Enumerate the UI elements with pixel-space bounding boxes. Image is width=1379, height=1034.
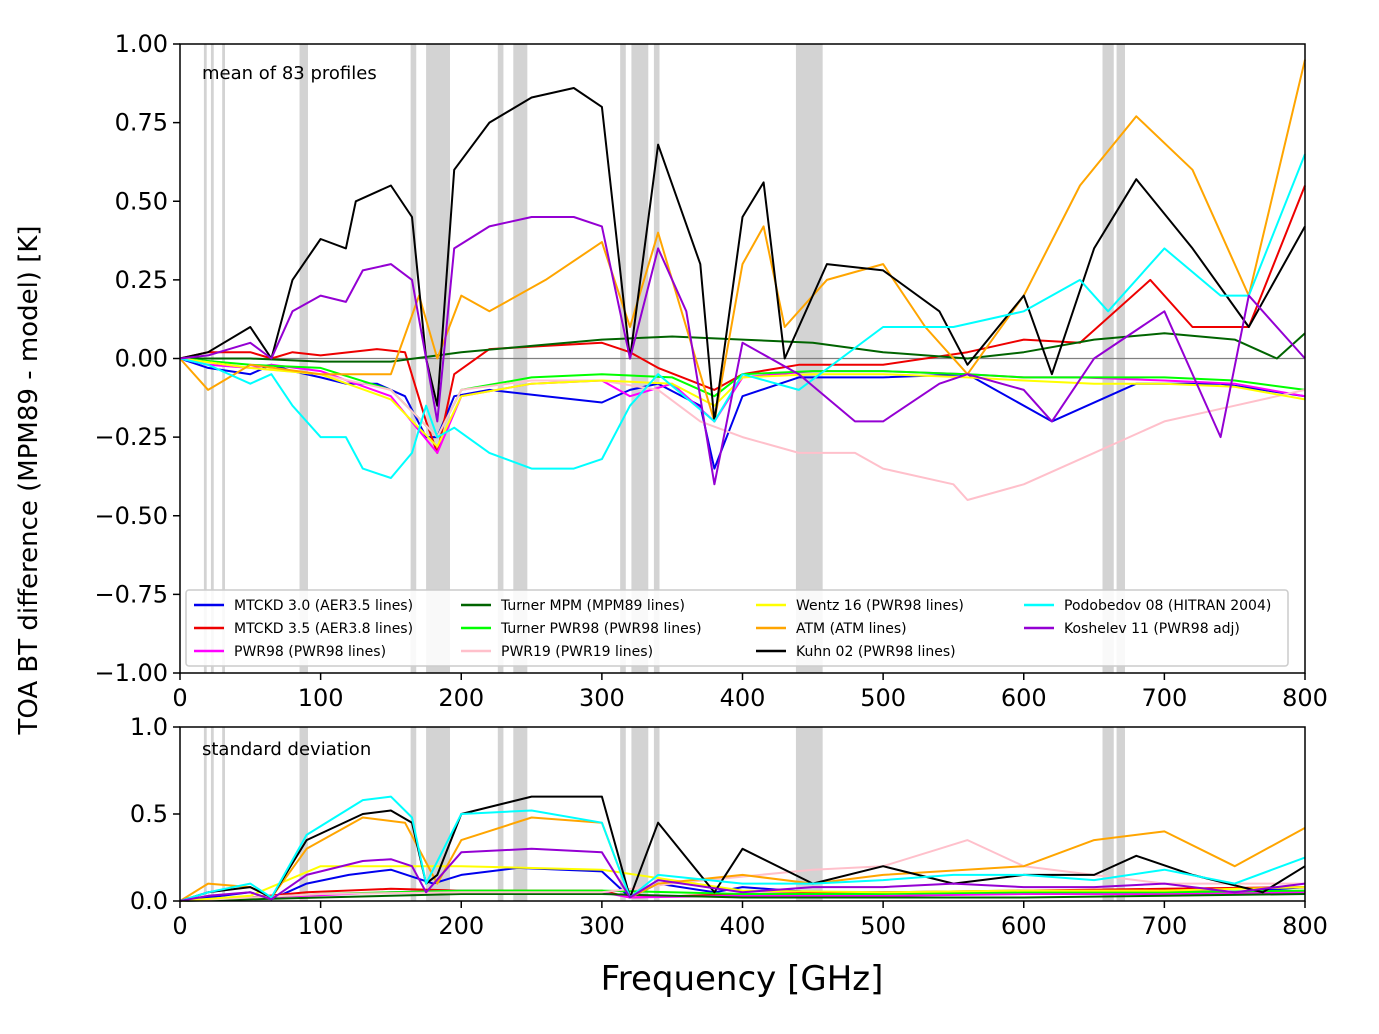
legend-item: Podobedov 08 (HITRAN 2004) — [1024, 598, 1271, 614]
x-axis-label: Frequency [GHz] — [601, 959, 884, 999]
y-tick-label: −0.25 — [94, 423, 168, 451]
x-tick-label: 700 — [1141, 684, 1187, 712]
y-tick-label: 0.25 — [115, 266, 168, 294]
shaded-bands-bottom — [203, 727, 1125, 901]
y-tick-label: −0.50 — [94, 502, 168, 530]
legend: MTCKD 3.0 (AER3.5 lines) MTCKD 3.5 (AER3.… — [185, 589, 1289, 667]
y-tick-label: 0.5 — [130, 800, 168, 828]
series-line-8 — [179, 795, 1306, 902]
panel-annotation-top: mean of 83 profiles — [202, 63, 377, 84]
x-tick-label: 600 — [1001, 912, 1047, 940]
legend-label: Podobedov 08 (HITRAN 2004) — [1064, 598, 1271, 614]
x-tick-label: 700 — [1141, 912, 1187, 940]
x-tick-label: 200 — [438, 912, 484, 940]
x-tick-label: 0 — [172, 912, 187, 940]
legend-label: Koshelev 11 (PWR98 adj) — [1064, 621, 1240, 637]
shaded-band-7 — [513, 727, 528, 901]
panel-annotation-bottom: standard deviation — [202, 739, 371, 760]
shaded-band-10 — [653, 727, 660, 901]
legend-label: MTCKD 3.5 (AER3.8 lines) — [234, 621, 413, 637]
legend-item: MTCKD 3.5 (AER3.8 lines) — [194, 621, 413, 637]
legend-item: PWR19 (PWR19 lines) — [461, 644, 653, 660]
series-line-5 — [179, 357, 1306, 501]
legend-item: PWR98 (PWR98 lines) — [194, 644, 386, 660]
legend-item: Koshelev 11 (PWR98 adj) — [1024, 621, 1240, 637]
shaded-band-1 — [210, 727, 214, 901]
y-tick-label: −0.75 — [94, 580, 168, 608]
x-tick-label: 400 — [720, 912, 766, 940]
y-tick-label: 1.00 — [115, 30, 168, 58]
x-tick-label: 400 — [720, 684, 766, 712]
legend-label: Wentz 16 (PWR98 lines) — [796, 598, 964, 614]
shaded-band-2 — [222, 727, 225, 901]
legend-label: Turner PWR98 (PWR98 lines) — [500, 621, 702, 637]
legend-label: PWR19 (PWR19 lines) — [501, 644, 653, 660]
legend-label: ATM (ATM lines) — [796, 621, 907, 637]
x-tick-label: 100 — [298, 912, 344, 940]
legend-item: MTCKD 3.0 (AER3.5 lines) — [194, 598, 413, 614]
series-line-1 — [179, 185, 1306, 454]
shaded-band-13 — [1116, 727, 1125, 901]
legend-item: Wentz 16 (PWR98 lines) — [756, 598, 964, 614]
y-axis-label: TOA BT difference (MPM89 - model) [K] — [14, 225, 44, 735]
x-tick-label: 500 — [860, 684, 906, 712]
legend-item: Turner MPM (MPM89 lines) — [461, 598, 685, 614]
series-line-10 — [179, 216, 1306, 486]
y-tick-label: −1.00 — [94, 659, 168, 687]
x-tick-label: 600 — [1001, 684, 1047, 712]
x-tick-label: 800 — [1282, 684, 1328, 712]
legend-label: MTCKD 3.0 (AER3.5 lines) — [234, 598, 413, 614]
series-line-9 — [179, 795, 1306, 902]
x-tick-label: 800 — [1282, 912, 1328, 940]
shaded-band-8 — [620, 727, 626, 901]
shaded-band-11 — [795, 727, 823, 901]
ticks-bottom: 0 100 200 300 400 500 600 700 800 1.0 0.5 0.0 — [130, 713, 1328, 940]
x-tick-label: 0 — [172, 684, 187, 712]
series-line-10 — [179, 847, 1306, 902]
series-line-9 — [179, 153, 1306, 479]
legend-label: Kuhn 02 (PWR98 lines) — [796, 644, 956, 660]
legend-item: ATM (ATM lines) — [756, 621, 907, 637]
ticks-top: 0 100 200 300 400 500 600 700 800 1.00 0.75 0.50 0.2… — [94, 30, 1327, 712]
x-tick-label: 300 — [579, 912, 625, 940]
shaded-band-12 — [1102, 727, 1114, 901]
x-tick-label: 100 — [298, 684, 344, 712]
shaded-band-0 — [203, 727, 207, 901]
series-line-5 — [179, 839, 1305, 902]
series-lines-bottom — [179, 795, 1306, 902]
legend-item: Turner PWR98 (PWR98 lines) — [461, 621, 702, 637]
x-tick-label: 500 — [860, 912, 906, 940]
legend-label: Turner MPM (MPM89 lines) — [500, 598, 685, 614]
x-tick-label: 300 — [579, 684, 625, 712]
y-tick-label: 0.50 — [115, 187, 168, 215]
series-line-3 — [179, 893, 1306, 902]
series-line-2 — [179, 357, 1306, 454]
shaded-band-4 — [410, 727, 417, 901]
legend-box — [185, 589, 1289, 667]
y-tick-label: 0.75 — [115, 109, 168, 137]
x-tick-label: 200 — [438, 684, 484, 712]
series-line-6 — [179, 357, 1306, 448]
series-line-8 — [179, 87, 1306, 423]
shaded-band-3 — [299, 727, 308, 901]
y-tick-label: 0.00 — [115, 345, 168, 373]
legend-item: Kuhn 02 (PWR98 lines) — [756, 644, 956, 660]
shaded-band-6 — [497, 727, 504, 901]
series-lines-top — [179, 59, 1306, 501]
series-line-3 — [180, 332, 1306, 363]
series-line-7 — [179, 59, 1306, 423]
y-tick-label: 1.0 — [130, 713, 168, 741]
series-line-6 — [179, 865, 1306, 902]
y-tick-label: 0.0 — [130, 887, 168, 915]
legend-label: PWR98 (PWR98 lines) — [234, 644, 386, 660]
